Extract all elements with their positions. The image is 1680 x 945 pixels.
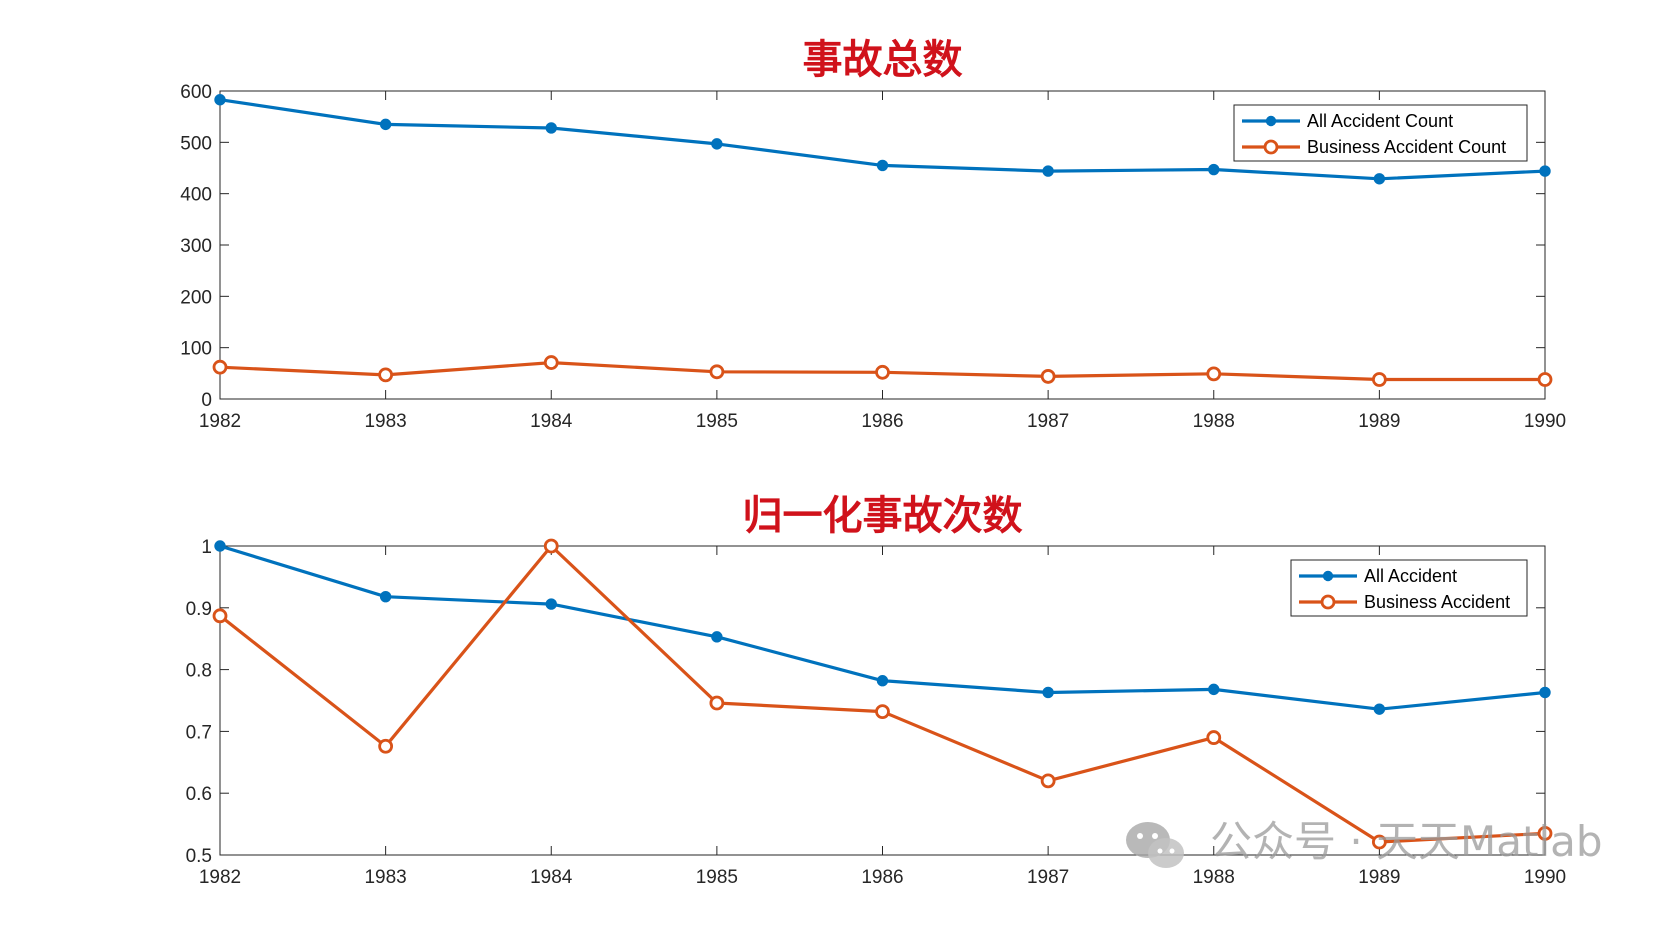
data-point xyxy=(1206,366,1222,382)
data-point xyxy=(1208,683,1220,696)
y-tick-label: 400 xyxy=(180,185,212,206)
watermark: 公众号 · 天天Matlab xyxy=(1126,817,1603,868)
legend-label: All Accident Count xyxy=(1307,111,1453,131)
data-point xyxy=(1539,686,1551,699)
x-tick-label: 1982 xyxy=(199,411,241,432)
data-point xyxy=(1373,703,1386,715)
data-point xyxy=(545,122,557,134)
data-point xyxy=(1371,372,1387,387)
legend: All Accident Business Accident xyxy=(1290,559,1528,617)
x-tick-label: 1984 xyxy=(530,411,573,432)
x-tick-label: 1990 xyxy=(1524,411,1566,432)
data-point xyxy=(214,94,226,106)
data-point xyxy=(378,367,394,383)
legend: All Accident Count Business Accident Coun… xyxy=(1233,104,1528,162)
y-tick-label: 500 xyxy=(180,133,212,154)
data-point xyxy=(876,675,889,687)
legend-box xyxy=(1233,104,1528,162)
chart-title: 事故总数 xyxy=(803,36,963,83)
data-point xyxy=(1042,165,1054,177)
watermark-text: 公众号 · 天天Matlab xyxy=(1210,817,1603,866)
legend-label: Business Accident Count xyxy=(1307,137,1506,157)
x-tick-label: 1989 xyxy=(1358,411,1400,432)
data-point xyxy=(875,704,890,720)
data-point xyxy=(876,159,889,172)
chart-title: 归一化事故次数 xyxy=(743,492,1023,539)
x-tick-label: 1985 xyxy=(696,411,738,432)
legend-marker xyxy=(1265,115,1277,127)
x-tick-label: 1987 xyxy=(1027,411,1069,432)
x-tick-label: 1987 xyxy=(1027,867,1069,888)
data-point xyxy=(545,598,557,610)
data-point xyxy=(1371,834,1387,850)
data-point xyxy=(212,359,228,375)
data-point xyxy=(212,608,228,624)
legend-label: Business Accident xyxy=(1364,592,1510,612)
data-point xyxy=(379,590,392,603)
x-tick-label: 1982 xyxy=(199,867,241,888)
x-tick-label: 1988 xyxy=(1193,867,1235,888)
data-point xyxy=(875,364,890,380)
y-tick-label: 1 xyxy=(201,537,212,558)
data-point xyxy=(709,364,725,380)
data-point xyxy=(1537,372,1553,387)
charts-layer: 1982 1983 1984 1985 1986 1987 1988 1989 1990 0 100… xyxy=(180,36,1566,888)
y-tick-label: 0.9 xyxy=(186,599,212,620)
x-tick-label: 1984 xyxy=(530,867,573,888)
x-tick-label: 1986 xyxy=(861,867,903,888)
data-point xyxy=(214,540,226,552)
data-point xyxy=(711,138,723,150)
wechat-icon xyxy=(1126,822,1184,868)
data-point xyxy=(1040,773,1056,789)
chart-panel-1: 1982 1983 1984 1985 1986 1987 1988 1989 1990 0 100… xyxy=(180,36,1566,432)
data-point xyxy=(379,118,392,131)
data-point xyxy=(543,538,559,554)
x-tick-label: 1986 xyxy=(861,411,903,432)
chart-panel-2: 1982 1983 1984 1985 1986 1987 1988 1989 1990 0.5 0… xyxy=(186,492,1567,888)
x-tick-label: 1989 xyxy=(1358,867,1400,888)
data-point xyxy=(1208,163,1220,176)
data-point xyxy=(1206,730,1222,745)
data-point xyxy=(378,738,394,754)
y-tick-label: 300 xyxy=(180,236,212,257)
x-tick-label: 1988 xyxy=(1193,411,1235,432)
y-tick-label: 0.7 xyxy=(186,722,212,743)
data-point xyxy=(1537,825,1553,841)
y-tick-label: 0 xyxy=(201,390,212,411)
y-tick-label: 100 xyxy=(180,339,212,360)
y-tick-label: 0.6 xyxy=(186,784,212,805)
legend-marker xyxy=(1322,570,1334,582)
x-tick-label: 1983 xyxy=(364,411,406,432)
data-point xyxy=(1042,686,1054,699)
legend-label: All Accident xyxy=(1364,566,1457,586)
legend-marker xyxy=(1263,139,1279,155)
data-point xyxy=(711,631,723,643)
data-point xyxy=(543,355,559,370)
x-tick-label: 1985 xyxy=(696,867,738,888)
y-tick-label: 0.5 xyxy=(186,846,212,867)
data-point xyxy=(1539,165,1551,177)
y-tick-label: 200 xyxy=(180,287,212,308)
x-tick-label: 1990 xyxy=(1524,867,1566,888)
data-point xyxy=(1373,173,1386,185)
data-point xyxy=(709,695,725,711)
y-tick-label: 600 xyxy=(180,82,212,103)
x-tick-label: 1983 xyxy=(364,867,406,888)
data-point xyxy=(1040,369,1056,384)
y-tick-label: 0.8 xyxy=(186,661,212,682)
legend-marker xyxy=(1320,594,1336,610)
